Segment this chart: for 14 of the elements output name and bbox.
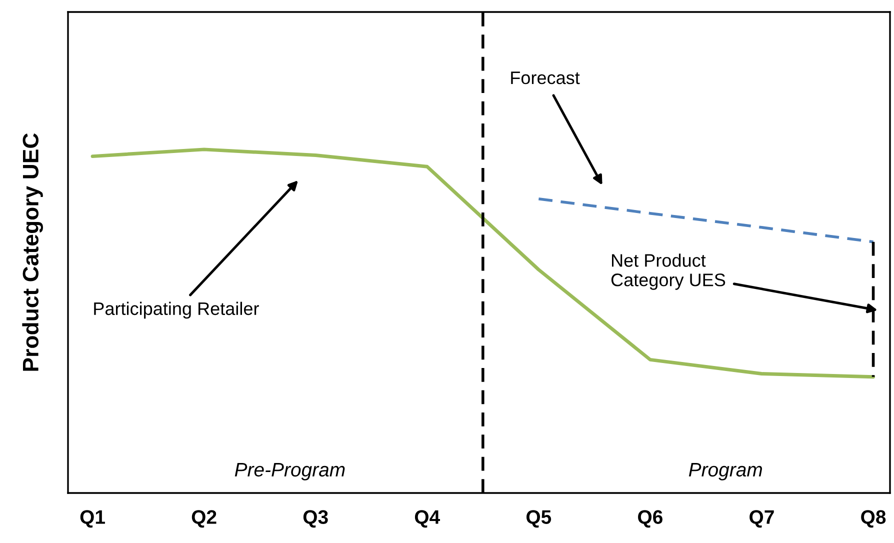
x-tick-label: Q2 [192,510,216,528]
x-tick-label: Q8 [861,510,886,528]
x-tick-label: Q7 [750,510,774,528]
x-tick-label: Q5 [526,510,552,528]
annotation: Net Product Category UES [611,254,726,290]
x-tick-label: Q1 [80,510,105,528]
x-tick-label: Q4 [414,510,440,528]
x-tick-label: Q6 [638,510,662,528]
annotation: Program [688,463,762,480]
y-axis-title: Product Category UEC [22,133,43,371]
text: Forecast [511,72,580,84]
annotation: Pre-Program [234,463,345,480]
x-tick-label: Q3 [303,510,328,528]
annotation: Participating Retailer [94,302,259,319]
